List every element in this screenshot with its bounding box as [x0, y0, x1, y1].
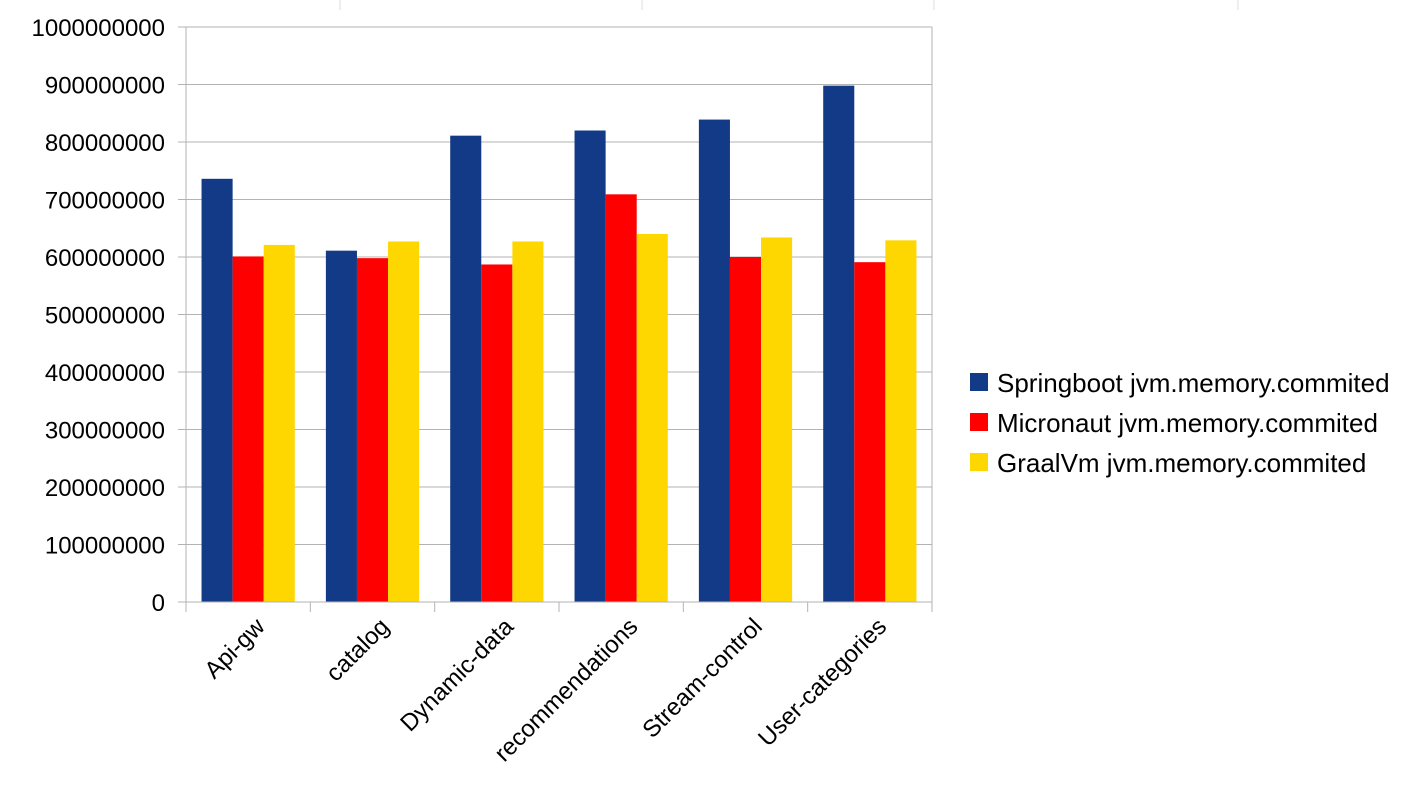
bar-recommendations-series-3	[636, 234, 668, 602]
legend-swatch	[970, 373, 988, 391]
legend-label: Springboot jvm.memory.commited	[997, 368, 1390, 398]
bar-dynamic-data-series-3	[512, 241, 544, 602]
bar-dynamic-data-series-1	[450, 135, 482, 603]
legend-label: Micronaut jvm.memory.commited	[997, 408, 1378, 438]
bar-user-categories-series-1	[823, 85, 855, 602]
x-category-label: Dynamic-data	[395, 613, 519, 737]
bar-catalog-series-3	[388, 241, 420, 602]
bar-user-categories-series-3	[885, 240, 917, 602]
legend-swatch	[970, 413, 988, 431]
y-tick-label: 400000000	[45, 360, 165, 387]
x-category-label: User-categories	[753, 613, 892, 752]
bar-api-gw-series-3	[263, 244, 295, 603]
x-category-label: Stream-control	[637, 613, 767, 743]
bar-recommendations-series-2	[605, 194, 637, 602]
x-category-label: catalog	[321, 613, 395, 687]
x-tick-labels: Api-gw catalog Dynamic-datarecommendations…	[199, 613, 892, 767]
legend: Springboot jvm.memory.commited Micronaut …	[970, 368, 1390, 478]
legend-label: GraalVm jvm.memory.commited	[997, 448, 1366, 478]
bar-user-categories-series-2	[854, 262, 886, 602]
bar-dynamic-data-series-2	[481, 264, 513, 602]
y-tick-labels: 0 100000000 200000000 300000000 400000000 500…	[32, 15, 165, 617]
y-tick-label: 900000000	[45, 73, 165, 100]
bar-stream-control-series-3	[761, 237, 793, 602]
y-tick-label: 700000000	[45, 188, 165, 215]
bar-stream-control-series-2	[729, 257, 762, 602]
bar-api-gw-series-1	[201, 178, 233, 603]
y-tick-label: 600000000	[45, 245, 165, 272]
y-tick-label: 800000000	[45, 130, 165, 157]
legend-swatch	[970, 453, 988, 471]
axes	[178, 26, 933, 612]
bars	[201, 85, 917, 603]
bar-stream-control-series-1	[698, 119, 730, 602]
y-tick-label: 200000000	[45, 475, 165, 502]
y-tick-label: 1000000000	[32, 15, 165, 42]
bar-api-gw-series-2	[232, 256, 264, 602]
y-tick-label: 300000000	[45, 418, 165, 445]
bar-catalog-series-2	[356, 258, 389, 602]
y-tick-label: 100000000	[45, 533, 165, 560]
y-tick-label: 500000000	[45, 303, 165, 330]
bar-catalog-series-1	[325, 250, 357, 603]
bar-recommendations-series-1	[574, 130, 606, 602]
y-tick-label: 0	[152, 590, 165, 617]
x-category-label: Api-gw	[199, 613, 270, 684]
